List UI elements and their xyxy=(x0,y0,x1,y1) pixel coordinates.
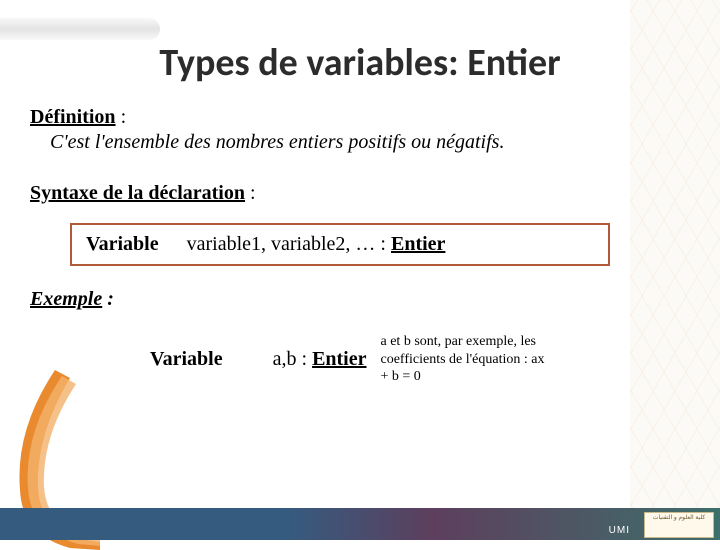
definition-label: Définition xyxy=(30,106,116,128)
footer-logo-umi: UMI xyxy=(609,525,630,536)
example-colon: : xyxy=(102,288,114,310)
example-type: Entier xyxy=(312,348,366,370)
example-row: Variable a,b : Entier a et b sont, par e… xyxy=(150,333,690,386)
example-vars: a,b xyxy=(273,348,297,370)
footer-faculty-text: كلية العلوم و التقنيات xyxy=(653,515,705,521)
definition-colon: : xyxy=(116,106,127,128)
orange-swoosh xyxy=(10,370,100,550)
example-keyword: Variable xyxy=(150,348,223,371)
definition-text: C'est l'ensemble des nombres entiers pos… xyxy=(50,131,690,154)
example-section: Exemple : Variable a,b : Entier a et b s… xyxy=(30,288,690,386)
footer-umi-text: UMI xyxy=(609,525,630,536)
example-declaration: a,b : Entier xyxy=(273,348,367,371)
syntax-keyword: Variable xyxy=(86,233,159,255)
syntax-type: Entier xyxy=(391,233,445,255)
syntax-section: Syntaxe de la déclaration : Variable vari… xyxy=(30,182,690,266)
example-note: a et b sont, par exemple, les coefficien… xyxy=(381,333,551,386)
example-label: Exemple xyxy=(30,288,102,310)
syntax-colon2: : xyxy=(375,233,391,255)
slide-content: Types de variables: Entier Définition : … xyxy=(0,0,720,386)
syntax-label: Syntaxe de la déclaration xyxy=(30,182,245,204)
syntax-variables: variable1, variable2, … xyxy=(187,233,376,255)
slide-title: Types de variables: Entier xyxy=(30,40,690,86)
footer-logo-faculty: كلية العلوم و التقنيات xyxy=(644,512,714,538)
definition-section: Définition : C'est l'ensemble des nombre… xyxy=(30,106,690,154)
footer-band xyxy=(0,508,720,540)
syntax-colon: : xyxy=(245,182,256,204)
syntax-declaration-box: Variable variable1, variable2, … : Entier xyxy=(70,223,610,266)
example-colon2: : xyxy=(297,348,313,370)
